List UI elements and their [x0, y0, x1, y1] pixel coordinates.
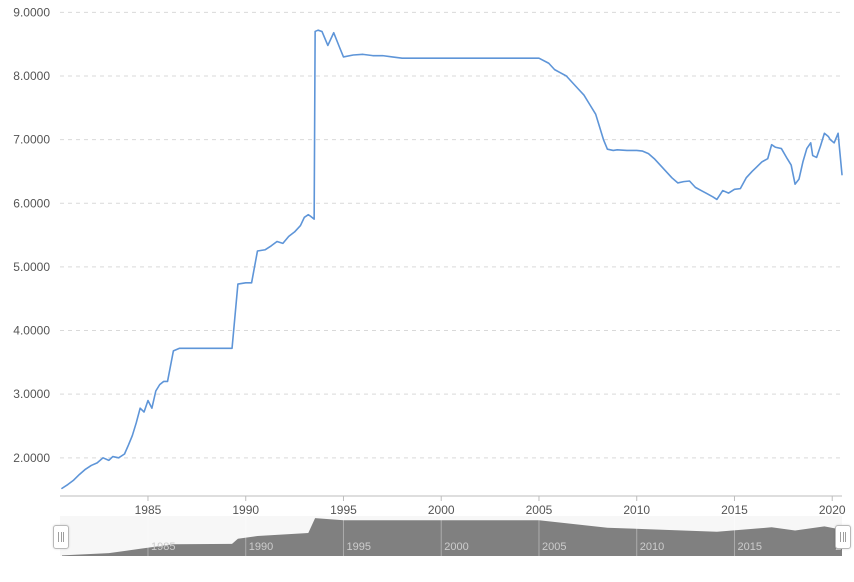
y-tick-label: 3.0000 — [13, 387, 50, 401]
x-tick-label: 1990 — [232, 503, 259, 517]
navigator-handle-left[interactable] — [53, 525, 69, 549]
y-tick-label: 6.0000 — [13, 196, 50, 210]
x-tick-label: 2000 — [428, 503, 455, 517]
y-tick-label: 2.0000 — [13, 451, 50, 465]
x-tick-label: 1995 — [330, 503, 357, 517]
navigator-tick-label: 1990 — [249, 541, 273, 553]
y-tick-label: 9.0000 — [13, 5, 50, 19]
x-tick-label: 2015 — [721, 503, 748, 517]
x-tick-label: 2020 — [819, 503, 846, 517]
x-tick-label: 2005 — [526, 503, 553, 517]
y-tick-label: 8.0000 — [13, 69, 50, 83]
navigator-tick-label: 2015 — [737, 541, 761, 553]
x-tick-label: 2010 — [623, 503, 650, 517]
navigator-tick-label: 1985 — [151, 541, 175, 553]
range-navigator[interactable]: 1985199019952000200520102015 2 — [60, 516, 842, 556]
y-tick-label: 4.0000 — [13, 324, 50, 338]
handle-grip-icon — [840, 532, 846, 542]
navigator-tick-label: 2005 — [542, 541, 566, 553]
handle-grip-icon — [58, 532, 64, 542]
y-tick-label: 7.0000 — [13, 133, 50, 147]
navigator-tick-label: 1995 — [346, 541, 370, 553]
navigator-tick-label: 2000 — [444, 541, 468, 553]
navigator-handle-right[interactable] — [835, 525, 851, 549]
navigator-tick-label: 2010 — [640, 541, 664, 553]
line-series — [62, 30, 842, 488]
y-tick-label: 5.0000 — [13, 260, 50, 274]
x-axis-labels: 1985 1990 1995 2000 2005 2010 2015 2020 — [135, 496, 846, 517]
main-chart: 2.0000 3.0000 4.0000 5.0000 6.0000 7.0000 8.00… — [0, 0, 854, 582]
y-axis-labels: 2.0000 3.0000 4.0000 5.0000 6.0000 7.0000 8.00… — [13, 5, 50, 464]
grid — [60, 12, 842, 457]
x-tick-label: 1985 — [135, 503, 162, 517]
